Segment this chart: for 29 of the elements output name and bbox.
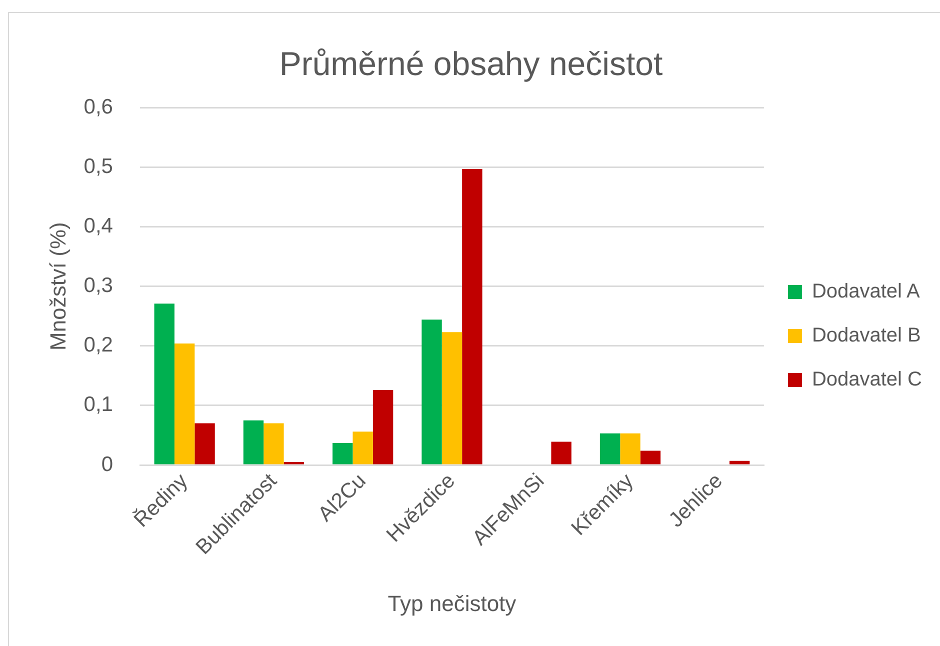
chart-title: Průměrné obsahy nečistot — [279, 44, 663, 82]
bar — [264, 423, 284, 464]
bar — [620, 433, 640, 464]
bar — [243, 420, 264, 464]
bar — [174, 343, 195, 464]
y-tick-label: 0,5 — [84, 154, 113, 178]
y-tick-label: 0 — [101, 452, 113, 476]
bar — [372, 390, 394, 464]
bar — [194, 423, 215, 464]
bar — [332, 442, 353, 464]
bar — [600, 433, 620, 464]
legend-label: Dodavatel B — [812, 324, 921, 347]
bar — [551, 442, 572, 464]
y-tick-label: 0,3 — [84, 274, 113, 298]
bar — [729, 460, 750, 464]
legend-label: Dodavatel C — [812, 368, 922, 391]
bar — [640, 450, 661, 464]
bar — [154, 304, 174, 464]
y-axis-title: Množství (%) — [45, 222, 70, 350]
bar — [422, 320, 442, 464]
bar — [462, 168, 482, 464]
bar — [352, 432, 373, 464]
y-tick-label: 0,2 — [84, 334, 113, 357]
y-tick-label: 0,1 — [84, 393, 113, 416]
y-tick-label: 0,4 — [84, 214, 114, 238]
x-axis-title: Typ nečistoty — [388, 590, 516, 616]
y-tick-label: 0,6 — [84, 95, 113, 118]
legend-label: Dodavatel A — [812, 280, 920, 303]
bar — [442, 332, 462, 464]
